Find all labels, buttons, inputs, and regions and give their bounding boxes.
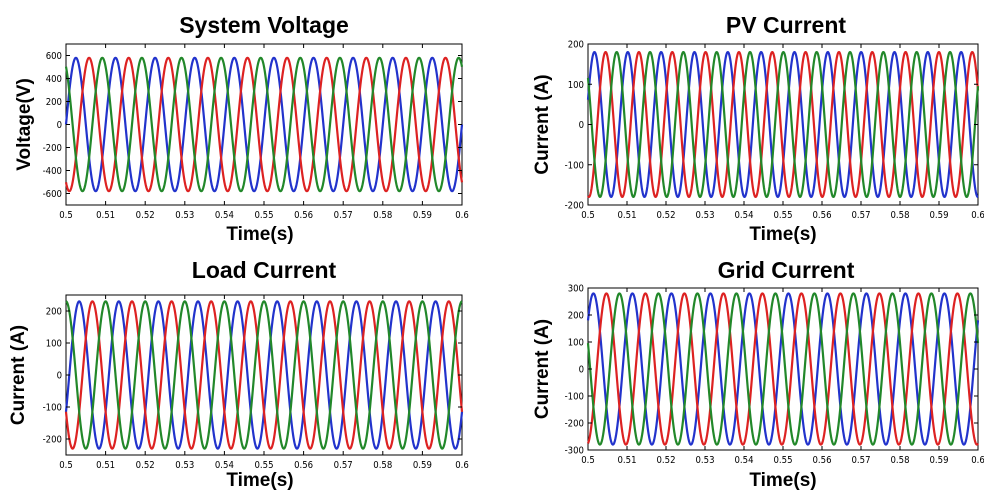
y-tick-label: 100 (568, 338, 584, 349)
series-line (64, 56, 464, 193)
x-tick-label: 0.58 (373, 460, 392, 471)
x-tick-label: 0.59 (413, 460, 432, 471)
x-tick-label: 0.58 (890, 210, 909, 221)
x-tick-label: 0.53 (695, 455, 714, 466)
x-tick-label: 0.59 (413, 210, 432, 221)
series-line (586, 292, 980, 446)
y-tick-label: 100 (568, 80, 584, 91)
y-tick-label: 0 (579, 365, 584, 376)
chart-panel: Load Current 0.5 0.51 0.52 0.53 0.54 0.55 0.56 0… (8, 257, 469, 491)
y-axis-label: Voltage(V) (14, 78, 35, 171)
y-tick-label: 200 (46, 97, 62, 108)
x-tick-label: 0.5 (59, 460, 73, 471)
x-tick-label: 0.6 (455, 210, 469, 221)
x-tick-label: 0.57 (334, 210, 353, 221)
x-tick-label: 0.55 (773, 210, 792, 221)
y-tick-label: 200 (568, 311, 584, 322)
chart-panel: Grid Current 0.5 0.51 0.52 0.53 0.54 0.55 0.56 0… (532, 257, 984, 491)
series-line (587, 50, 980, 199)
series-line (586, 50, 980, 199)
x-tick-label: 0.5 (581, 210, 595, 221)
x-tick-label: 0.54 (734, 210, 753, 221)
x-axis-label: Time(s) (226, 224, 293, 245)
x-tick-label: 0.5 (581, 455, 595, 466)
series-line (64, 56, 464, 193)
x-tick-label: 0.52 (656, 455, 675, 466)
x-tick-label: 0.57 (851, 210, 870, 221)
x-tick-label: 0.55 (773, 455, 792, 466)
y-tick-label: 0 (579, 120, 584, 131)
x-tick-label: 0.54 (734, 455, 753, 466)
x-tick-label: 0.54 (215, 210, 234, 221)
series-line (586, 292, 980, 446)
chart-title: Grid Current (718, 257, 855, 283)
x-axis-label: Time(s) (749, 224, 816, 245)
y-tick-label: -100 (565, 392, 584, 403)
x-tick-label: 0.51 (96, 210, 115, 221)
y-tick-label: 0 (57, 371, 62, 382)
x-tick-label: 0.6 (971, 210, 984, 221)
plot-area (65, 294, 463, 456)
x-tick-label: 0.56 (294, 210, 313, 221)
chart-panel: PV Current 0.5 0.51 0.52 0.53 0.54 0.55 0.56 0.5… (532, 12, 984, 245)
chart-title: System Voltage (179, 12, 349, 38)
y-tick-label: 300 (568, 284, 584, 295)
y-tick-label: -300 (565, 446, 584, 457)
x-tick-label: 0.57 (334, 460, 353, 471)
x-tick-label: 0.53 (695, 210, 714, 221)
y-tick-label: -100 (565, 160, 584, 171)
y-tick-label: 0 (57, 120, 62, 131)
y-tick-label: -600 (43, 189, 62, 200)
chart-title: PV Current (726, 12, 846, 38)
chart-title: Load Current (192, 257, 337, 283)
x-tick-label: 0.55 (254, 460, 273, 471)
x-tick-label: 0.51 (617, 210, 636, 221)
series-line (65, 300, 463, 450)
y-tick-label: 600 (46, 51, 62, 62)
x-tick-label: 0.6 (971, 455, 984, 466)
x-tick-label: 0.51 (617, 455, 636, 466)
x-tick-label: 0.59 (929, 210, 948, 221)
y-tick-label: -200 (43, 143, 62, 154)
y-tick-label: -200 (565, 419, 584, 430)
x-tick-label: 0.56 (812, 455, 831, 466)
x-axis-label: Time(s) (226, 470, 293, 491)
series-line (586, 292, 979, 446)
x-tick-label: 0.58 (890, 455, 909, 466)
series-line (64, 56, 464, 193)
y-tick-label: -200 (565, 201, 584, 212)
x-tick-label: 0.55 (254, 210, 273, 221)
y-axis-label: Current (A) (532, 319, 553, 419)
x-tick-label: 0.57 (851, 455, 870, 466)
x-tick-label: 0.53 (175, 460, 194, 471)
chart-panel: System Voltage 0.5 0.51 0.52 0.53 0.54 0.55 0.5… (14, 12, 469, 245)
y-tick-label: -400 (43, 166, 62, 177)
x-tick-label: 0.5 (59, 210, 73, 221)
y-axis-label: Current (A) (532, 74, 553, 174)
x-tick-label: 0.6 (455, 460, 469, 471)
x-tick-label: 0.54 (215, 460, 234, 471)
x-tick-label: 0.58 (373, 210, 392, 221)
y-axis-label: Current (A) (8, 325, 29, 425)
x-tick-label: 0.59 (929, 455, 948, 466)
x-tick-label: 0.52 (136, 460, 155, 471)
x-tick-label: 0.53 (175, 210, 194, 221)
x-tick-label: 0.52 (656, 210, 675, 221)
y-tick-label: 400 (46, 74, 62, 85)
x-tick-label: 0.56 (294, 460, 313, 471)
y-tick-label: -100 (43, 403, 62, 414)
x-axis-label: Time(s) (749, 470, 816, 491)
y-tick-label: 200 (568, 40, 584, 51)
y-tick-label: -200 (43, 435, 62, 446)
x-tick-label: 0.56 (812, 210, 831, 221)
x-tick-label: 0.51 (96, 460, 115, 471)
y-tick-label: 200 (46, 307, 62, 318)
x-tick-label: 0.52 (136, 210, 155, 221)
y-tick-label: 100 (46, 339, 62, 350)
